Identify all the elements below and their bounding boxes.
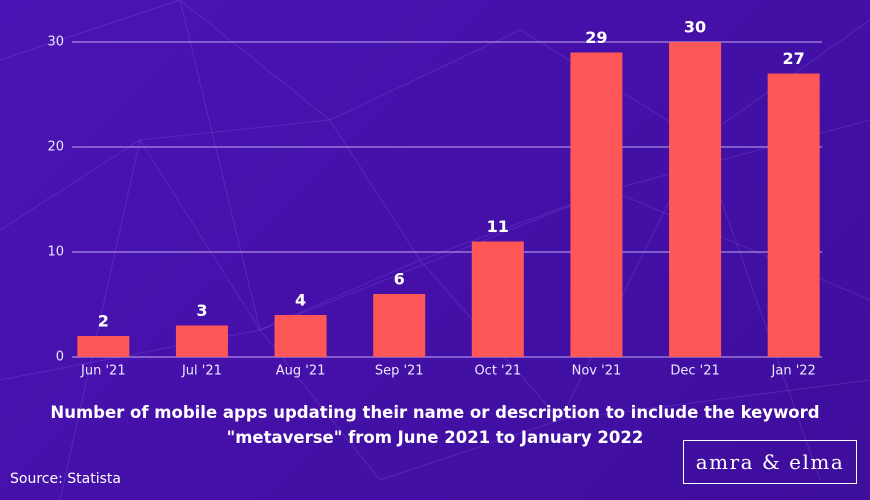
bar [767,73,820,357]
value-label: 6 [394,270,405,289]
x-tick-label: Dec '21 [670,364,719,379]
source-note: Source: Statista [10,471,121,487]
value-label: 27 [783,49,805,68]
bar [570,52,623,357]
value-label: 30 [684,18,706,37]
value-label: 3 [196,301,207,320]
value-label: 11 [487,217,509,236]
y-tick-label: 20 [47,140,64,155]
bar [471,241,524,357]
value-label: 29 [585,28,607,47]
value-label: 4 [295,291,306,310]
logo: amra & elma [683,440,857,484]
x-tick-label: Jan '22 [771,364,816,379]
y-tick-label: 0 [56,350,64,365]
bar [373,294,426,357]
bar [274,315,327,357]
y-tick-label: 10 [47,245,64,260]
value-label: 2 [98,312,109,331]
x-tick-label: Aug '21 [276,364,326,379]
x-tick-label: Oct '21 [474,364,521,379]
x-tick-label: Jul '21 [181,364,222,379]
x-tick-label: Nov '21 [572,364,622,379]
y-tick-label: 30 [47,35,64,50]
bar [669,42,722,357]
bar [175,325,228,357]
bar [77,336,130,357]
chart-title: Number of mobile apps updating their nam… [50,403,820,447]
plot-area: 0 10 20 30 Jun '21 2 Jul '21 3 Aug '21 4 Sep '21 6 O… [47,18,822,379]
x-tick-label: Jun '21 [80,364,126,379]
x-tick-label: Sep '21 [375,364,424,379]
